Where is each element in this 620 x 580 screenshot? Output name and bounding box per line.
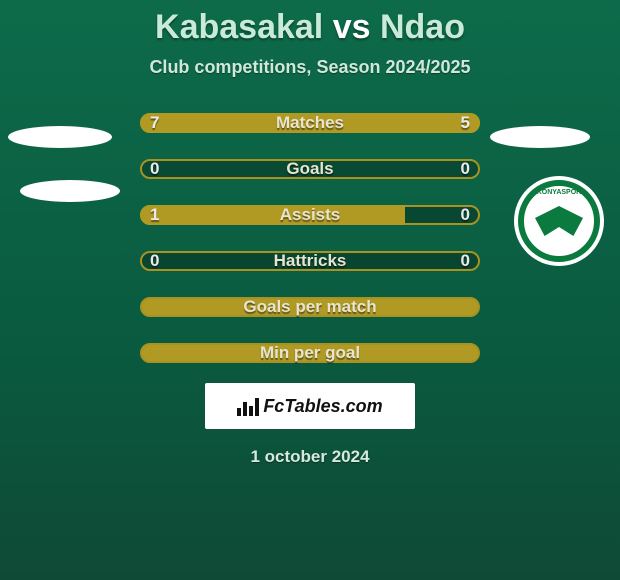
content-area: Kabasakal vs Ndao Club competitions, Sea… — [0, 0, 620, 580]
bar-segment-right — [337, 113, 480, 133]
stat-row-goals: 0 0 Goals — [140, 159, 480, 179]
stat-value-right-assists: 0 — [461, 205, 470, 225]
stat-label-goals: Goals — [286, 159, 333, 179]
club-badge-konyaspor: KONYASPOR — [514, 176, 604, 266]
date-text: 1 october 2024 — [250, 447, 369, 467]
brand-card: FcTables.com — [205, 383, 415, 429]
stat-value-right-matches: 5 — [461, 113, 470, 133]
bars-icon — [237, 396, 259, 416]
stat-value-left-assists: 1 — [150, 205, 159, 225]
page-title: Kabasakal vs Ndao — [155, 8, 465, 47]
club-placeholder-left-1 — [8, 126, 112, 148]
stat-row-assists: 1 0 Assists — [140, 205, 480, 225]
stat-row-hattricks: 0 0 Hattricks — [140, 251, 480, 271]
bar-segment-left — [140, 205, 405, 225]
stats-bars: 7 5 Matches 0 0 Goals 1 0 Assists 0 0 Hattricks Goal… — [140, 113, 480, 363]
stat-value-left-hattricks: 0 — [150, 251, 159, 271]
brand-text: FcTables.com — [263, 396, 382, 417]
stat-bar-mpg: Min per goal — [140, 343, 480, 363]
stat-label-matches: Matches — [276, 113, 344, 133]
club-placeholder-left-2 — [20, 180, 120, 202]
stat-value-right-hattricks: 0 — [461, 251, 470, 271]
stat-label-mpg: Min per goal — [260, 343, 360, 363]
badge-ring: KONYASPOR — [518, 180, 600, 262]
stat-label-gpm: Goals per match — [243, 297, 376, 317]
stat-label-assists: Assists — [280, 205, 340, 225]
title-player2: Ndao — [380, 8, 465, 46]
badge-text: KONYASPOR — [537, 189, 581, 196]
eagle-icon — [535, 206, 583, 236]
title-vs: vs — [333, 8, 371, 46]
stat-value-left-matches: 7 — [150, 113, 159, 133]
stat-value-left-goals: 0 — [150, 159, 159, 179]
stat-value-right-goals: 0 — [461, 159, 470, 179]
title-player1: Kabasakal — [155, 8, 323, 46]
club-placeholder-right-1 — [490, 126, 590, 148]
stat-row-matches: 7 5 Matches — [140, 113, 480, 133]
subtitle: Club competitions, Season 2024/2025 — [149, 57, 470, 78]
stat-label-hattricks: Hattricks — [274, 251, 347, 271]
stat-bar-gpm: Goals per match — [140, 297, 480, 317]
